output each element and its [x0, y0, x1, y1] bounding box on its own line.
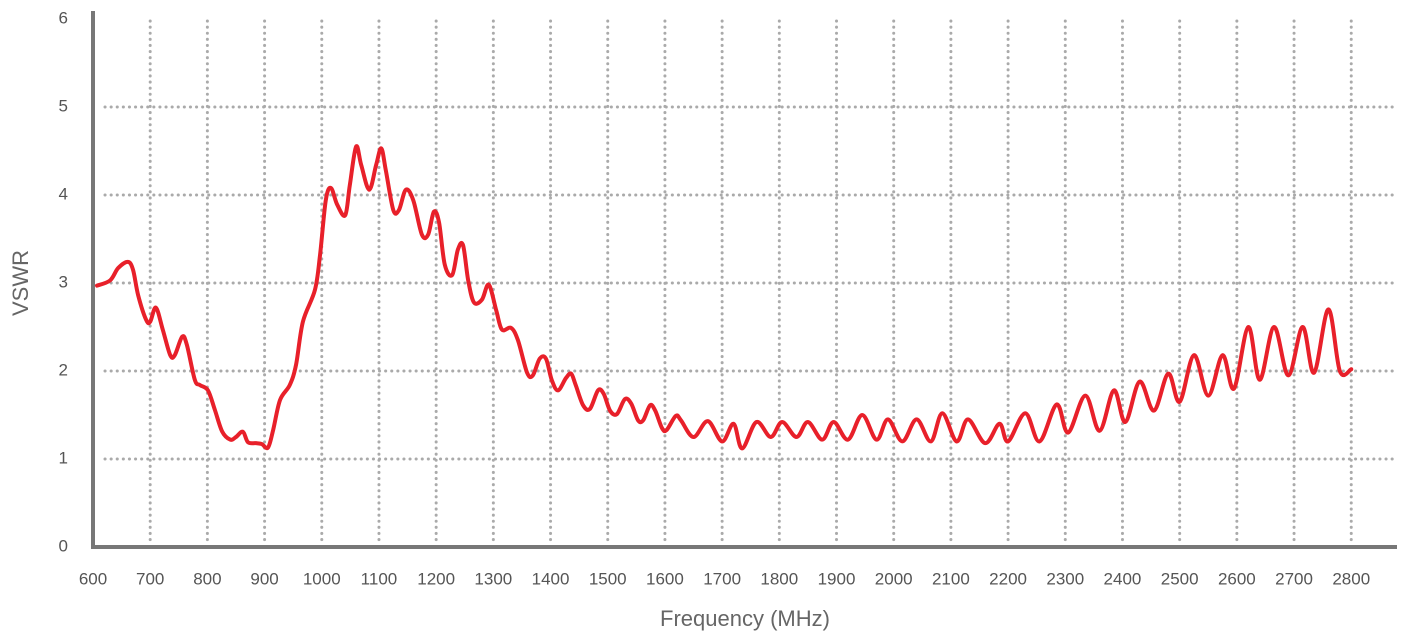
- x-tick-label: 1300: [474, 569, 512, 588]
- x-tick-label: 1900: [818, 569, 856, 588]
- x-tick-label: 1700: [703, 569, 741, 588]
- y-tick-label: 3: [59, 272, 68, 291]
- y-tick-label: 1: [59, 448, 68, 467]
- x-tick-label: 1000: [303, 569, 341, 588]
- x-tick-label: 900: [250, 569, 278, 588]
- x-tick-label: 2000: [875, 569, 913, 588]
- y-tick-label: 4: [59, 184, 68, 203]
- x-tick-label: 1400: [532, 569, 570, 588]
- x-tick-label: 700: [136, 569, 164, 588]
- x-tick-label: 800: [193, 569, 221, 588]
- x-tick-label: 1800: [760, 569, 798, 588]
- y-axis-title: VSWR: [8, 250, 33, 316]
- y-tick-label: 6: [59, 8, 68, 27]
- y-tick-label: 5: [59, 96, 68, 115]
- x-tick-label: 2700: [1275, 569, 1313, 588]
- x-tick-label: 600: [79, 569, 107, 588]
- x-tick-label: 2200: [989, 569, 1027, 588]
- x-axis-title: Frequency (MHz): [660, 606, 830, 631]
- x-tick-label: 2600: [1218, 569, 1256, 588]
- x-tick-label: 2800: [1332, 569, 1370, 588]
- x-tick-label: 1500: [589, 569, 627, 588]
- x-tick-label: 1100: [361, 569, 398, 588]
- y-tick-label: 2: [59, 360, 68, 379]
- vswr-line: [95, 144, 1354, 451]
- x-tick-label: 2100: [932, 569, 970, 588]
- x-tick-label: 2400: [1104, 569, 1142, 588]
- x-tick-label: 1600: [646, 569, 684, 588]
- x-tick-label: 2300: [1046, 569, 1084, 588]
- y-tick-label: 0: [59, 536, 68, 555]
- x-tick-label: 2500: [1161, 569, 1199, 588]
- x-tick-label: 1200: [417, 569, 455, 588]
